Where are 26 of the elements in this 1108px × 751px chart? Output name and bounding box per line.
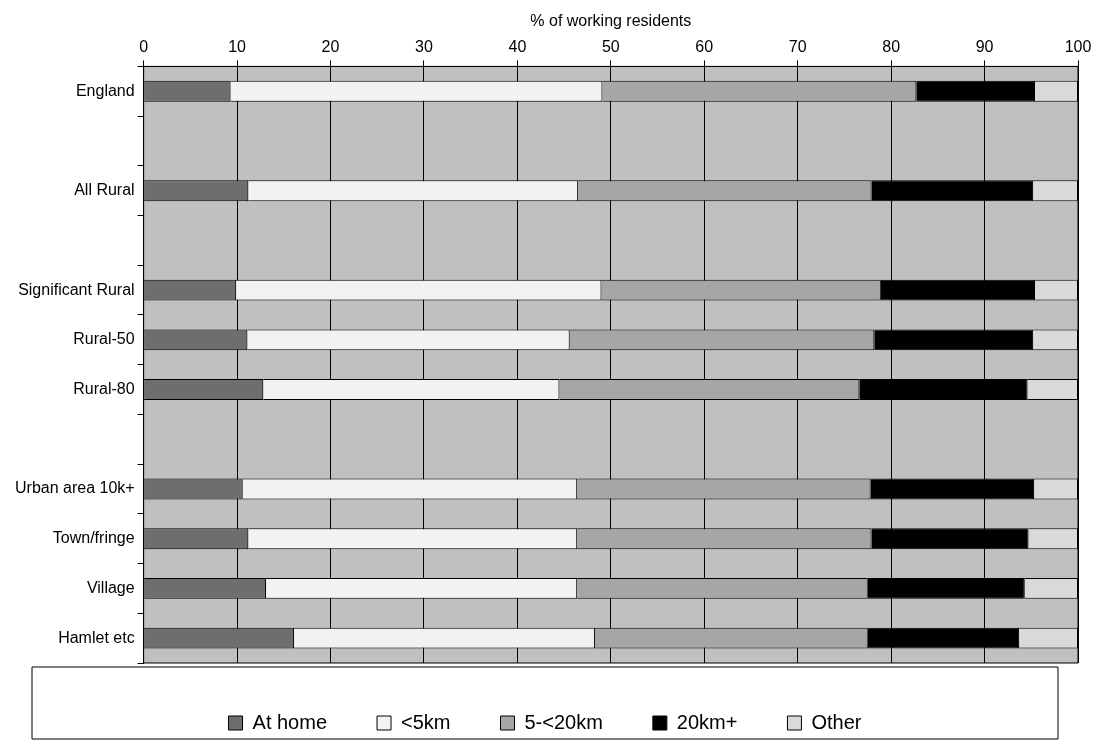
legend-label: Other [811, 710, 862, 733]
x-tick-label: 40 [508, 38, 527, 56]
x-tick-label: 50 [601, 38, 620, 56]
y-tick-label: Village [86, 578, 135, 596]
x-tick-label: 20 [321, 38, 340, 56]
x-tick-label: 90 [975, 38, 994, 56]
legend-label: 20km+ [676, 710, 738, 733]
y-tick-label: Town/fringe [52, 529, 135, 547]
x-tick-label: 70 [788, 38, 807, 56]
y-tick-label: Significant Rural [18, 280, 135, 298]
x-tick-label: 80 [882, 38, 901, 56]
x-tick-label: 0 [139, 38, 149, 56]
x-tick-label: 100 [1064, 38, 1092, 56]
legend-label: <5km [401, 710, 451, 733]
x-axis-title: % of working residents [530, 12, 692, 30]
x-tick-label: 60 [695, 38, 714, 56]
y-tick-label: England [75, 81, 135, 99]
x-tick-label: 30 [415, 38, 433, 56]
legend-label: At home [252, 710, 328, 733]
y-tick-label: Hamlet etc [58, 628, 135, 646]
y-tick-label: Rural-50 [73, 330, 135, 348]
y-tick-label: Urban area 10k+ [14, 479, 135, 497]
y-tick-label: Rural-80 [73, 379, 135, 397]
y-tick-label: All Rural [74, 181, 135, 199]
legend-label: 5-<20km [524, 710, 603, 733]
x-tick-label: 10 [228, 38, 247, 56]
